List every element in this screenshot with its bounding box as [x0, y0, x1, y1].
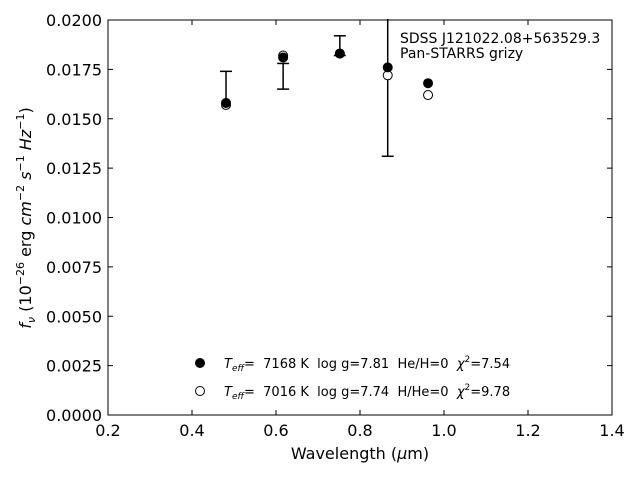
x-tick-label: 1.4 [599, 421, 624, 440]
x-tick-label: 0.2 [95, 421, 120, 440]
x-tick-label: 1.2 [515, 421, 540, 440]
data-points [221, 48, 434, 110]
legend-entry-2: Teff= 7016 K log g=7.74 H/He=0 χ2=9.78 [224, 383, 510, 402]
legend: Teff= 7168 K log g=7.81 He/H=0 χ2=7.54 T… [195, 355, 510, 402]
x-axis-label: Wavelength (μm) [291, 444, 429, 463]
x-tick-label: 1.0 [431, 421, 456, 440]
y-tick-label: 0.0025 [46, 357, 102, 376]
x-tick-label: 0.4 [179, 421, 204, 440]
legend-marker-open [195, 386, 205, 396]
model-point-filled [334, 48, 345, 59]
y-tick-label: 0.0000 [46, 406, 102, 425]
axis-ticks: 0.2 0.4 0.6 0.8 1.0 1.2 1.4 0.0000 0.0025 0.0050 0… [46, 11, 625, 440]
y-tick-label: 0.0200 [46, 11, 102, 30]
y-axis-label: fν (10−26 erg cm−2 s−1 Hz−1) [14, 107, 38, 328]
annotation-line-2: Pan-STARRS grizy [400, 46, 523, 62]
y-tick-label: 0.0050 [46, 307, 102, 326]
annotation-line-1: SDSS J121022.08+563529.3 [400, 31, 600, 47]
y-tick-label: 0.0125 [46, 159, 102, 178]
x-tick-label: 0.6 [263, 421, 288, 440]
y-tick-label: 0.0100 [46, 209, 102, 228]
model-point-filled [221, 97, 232, 108]
model-point-filled [278, 52, 289, 63]
y-tick-label: 0.0075 [46, 258, 102, 277]
model-point-filled [382, 62, 393, 73]
x-tick-label: 0.8 [347, 421, 372, 440]
legend-entry-1: Teff= 7168 K log g=7.81 He/H=0 χ2=7.54 [224, 355, 510, 374]
plot-frame [107, 19, 613, 416]
model-point-open [423, 90, 434, 101]
model-point-filled [423, 78, 434, 89]
error-bars [220, 19, 394, 158]
y-tick-label: 0.0175 [46, 60, 102, 79]
legend-marker-filled [195, 358, 205, 368]
y-tick-label: 0.0150 [46, 110, 102, 129]
